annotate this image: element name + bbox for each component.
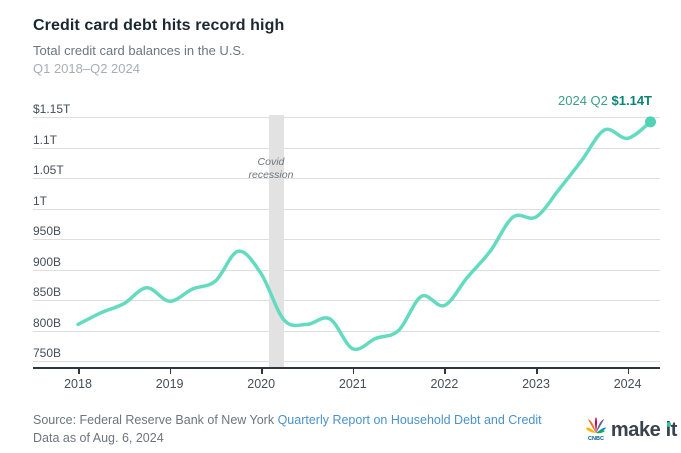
cnbc-text: CNBC	[588, 436, 604, 441]
source-link[interactable]: Quarterly Report on Household Debt and C…	[277, 413, 542, 427]
it-text: it	[665, 419, 678, 441]
source-text: Source: Federal Reserve Bank of New York	[33, 413, 278, 427]
covid-label-line: recession	[248, 168, 294, 181]
annotation-value: $1.14T	[611, 93, 652, 108]
latest-point-dot	[645, 116, 656, 128]
make-text: make	[610, 419, 661, 441]
x-axis-label: 2023	[522, 377, 550, 391]
credit-card-balance-line	[76, 120, 653, 352]
gridline	[33, 147, 660, 149]
x-axis-tick	[261, 369, 263, 374]
data-as-of: Data as of Aug. 6, 2024	[33, 431, 164, 445]
chart-subtitle: Total credit card balances in the U.S.	[33, 43, 245, 58]
x-axis-line	[33, 367, 660, 369]
gridline	[33, 361, 660, 362]
y-axis-label: $1.15T	[33, 102, 71, 116]
chart-period: Q1 2018–Q2 2024	[33, 61, 140, 76]
x-axis-tick	[536, 369, 538, 374]
covid-recession-band	[268, 115, 285, 367]
annotation-quarter: 2024 Q2	[558, 93, 608, 108]
source-line: Source: Federal Reserve Bank of New York…	[33, 411, 542, 429]
x-axis-label: 2022	[430, 377, 459, 391]
x-axis-label: 2018	[64, 377, 92, 391]
gridline	[33, 300, 660, 301]
cnbc-peacock-icon: CNBC	[585, 417, 606, 441]
it-dot-icon	[666, 422, 672, 427]
covid-label-line: Covid	[257, 156, 285, 168]
footer: Source: Federal Reserve Bank of New York…	[33, 411, 542, 447]
gridline	[33, 117, 660, 118]
make-it-wordmark: make it	[610, 419, 678, 441]
y-axis-label: 750B	[33, 346, 62, 360]
y-axis-label: 1T	[33, 193, 48, 208]
chart-plot-area: $1.15T 1.1T 1.05T 1T 950B 900B 850B 800B 750B Co…	[33, 102, 660, 405]
x-axis-tick	[78, 369, 80, 374]
x-axis-label: 2020	[247, 377, 276, 391]
x-axis-label: 2019	[155, 377, 184, 391]
x-axis-tick	[444, 369, 446, 374]
y-axis-label: 800B	[33, 315, 62, 330]
line-chart-svg	[76, 116, 656, 352]
x-axis-label: 2021	[338, 377, 367, 391]
gridline	[33, 269, 660, 271]
x-axis-tick	[352, 369, 355, 374]
x-axis-tick	[627, 369, 630, 374]
x-axis-tick	[169, 369, 172, 374]
y-axis-label: 1.1T	[33, 132, 58, 147]
gridline	[33, 208, 660, 210]
gridline	[33, 239, 660, 240]
y-axis-label: 1.05T	[33, 163, 64, 177]
x-axis-label: 2024	[613, 377, 642, 391]
cnbc-make-it-logo: CNBC make it	[585, 414, 677, 441]
gridline	[33, 178, 660, 179]
covid-recession-label: Covid recession	[226, 156, 316, 181]
y-axis-label: 950B	[33, 224, 62, 238]
last-value-annotation: 2024 Q2 $1.14T	[558, 93, 652, 108]
gridline	[33, 330, 660, 332]
page-title: Credit card debt hits record high	[33, 17, 285, 34]
y-axis-label: 850B	[33, 285, 62, 299]
y-axis-label: 900B	[33, 254, 62, 269]
